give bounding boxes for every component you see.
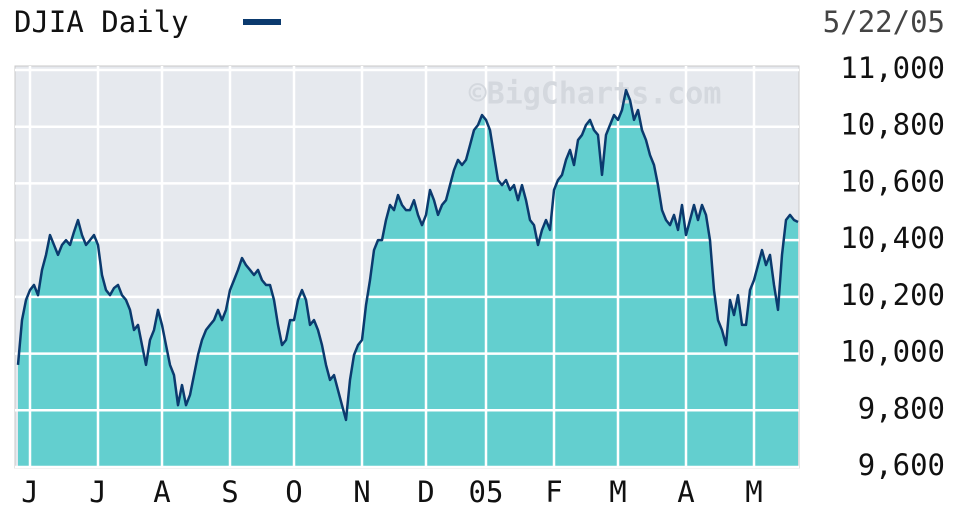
x-tick-label: 05 [469,475,504,509]
y-tick-label: 11,000 [840,51,945,85]
x-tick-label: A [677,475,694,509]
x-tick-label: A [153,475,170,509]
chart-date: 5/22/05 [823,5,945,39]
x-tick-label: F [545,475,562,509]
x-tick-label: J [89,475,106,509]
x-tick-label: D [417,475,434,509]
y-tick-label: 10,600 [840,164,945,198]
y-tick-label: 9,600 [858,448,945,482]
x-tick-label: S [221,475,238,509]
y-tick-label: 9,800 [858,391,945,425]
y-tick-label: 10,800 [840,108,945,142]
y-tick-label: 10,000 [840,335,945,369]
chart-title: DJIA Daily [14,5,189,39]
line [16,88,799,422]
x-tick-label: N [353,475,370,509]
y-tick-label: 10,200 [840,278,945,312]
x-tick-label: J [21,475,38,509]
x-tick-label: O [285,475,302,509]
x-tick-label: M [745,475,762,509]
watermark: ©BigCharts.com [469,77,722,112]
x-tick-label: M [609,475,626,509]
y-tick-label: 10,400 [840,221,945,255]
